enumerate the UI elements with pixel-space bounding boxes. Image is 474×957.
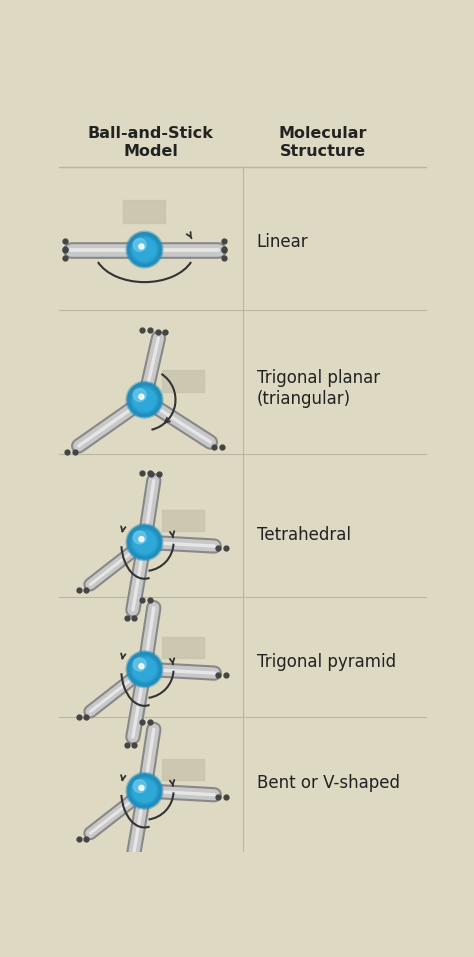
Circle shape <box>139 394 144 399</box>
Text: Tetrahedral: Tetrahedral <box>257 526 351 545</box>
Circle shape <box>139 786 144 790</box>
Circle shape <box>139 663 144 669</box>
Bar <box>162 759 204 780</box>
Circle shape <box>139 244 144 249</box>
Circle shape <box>133 531 146 544</box>
Text: Molecular
Structure: Molecular Structure <box>279 126 367 159</box>
Circle shape <box>128 774 162 808</box>
Circle shape <box>128 525 162 559</box>
Bar <box>123 200 165 223</box>
Text: Linear: Linear <box>257 233 309 251</box>
Text: Trigonal pyramid: Trigonal pyramid <box>257 653 396 671</box>
Circle shape <box>139 537 144 542</box>
Circle shape <box>128 233 162 267</box>
Circle shape <box>133 389 146 401</box>
Circle shape <box>133 658 146 671</box>
Bar <box>162 510 204 531</box>
Text: Ball-and-Stick
Model: Ball-and-Stick Model <box>88 126 214 159</box>
Circle shape <box>128 383 162 416</box>
Bar <box>162 370 204 392</box>
Bar <box>162 637 204 658</box>
Circle shape <box>133 780 146 792</box>
Text: Trigonal planar
(triangular): Trigonal planar (triangular) <box>257 368 380 408</box>
Circle shape <box>128 653 162 686</box>
Text: Bent or V-shaped: Bent or V-shaped <box>257 774 400 792</box>
Circle shape <box>133 238 146 252</box>
